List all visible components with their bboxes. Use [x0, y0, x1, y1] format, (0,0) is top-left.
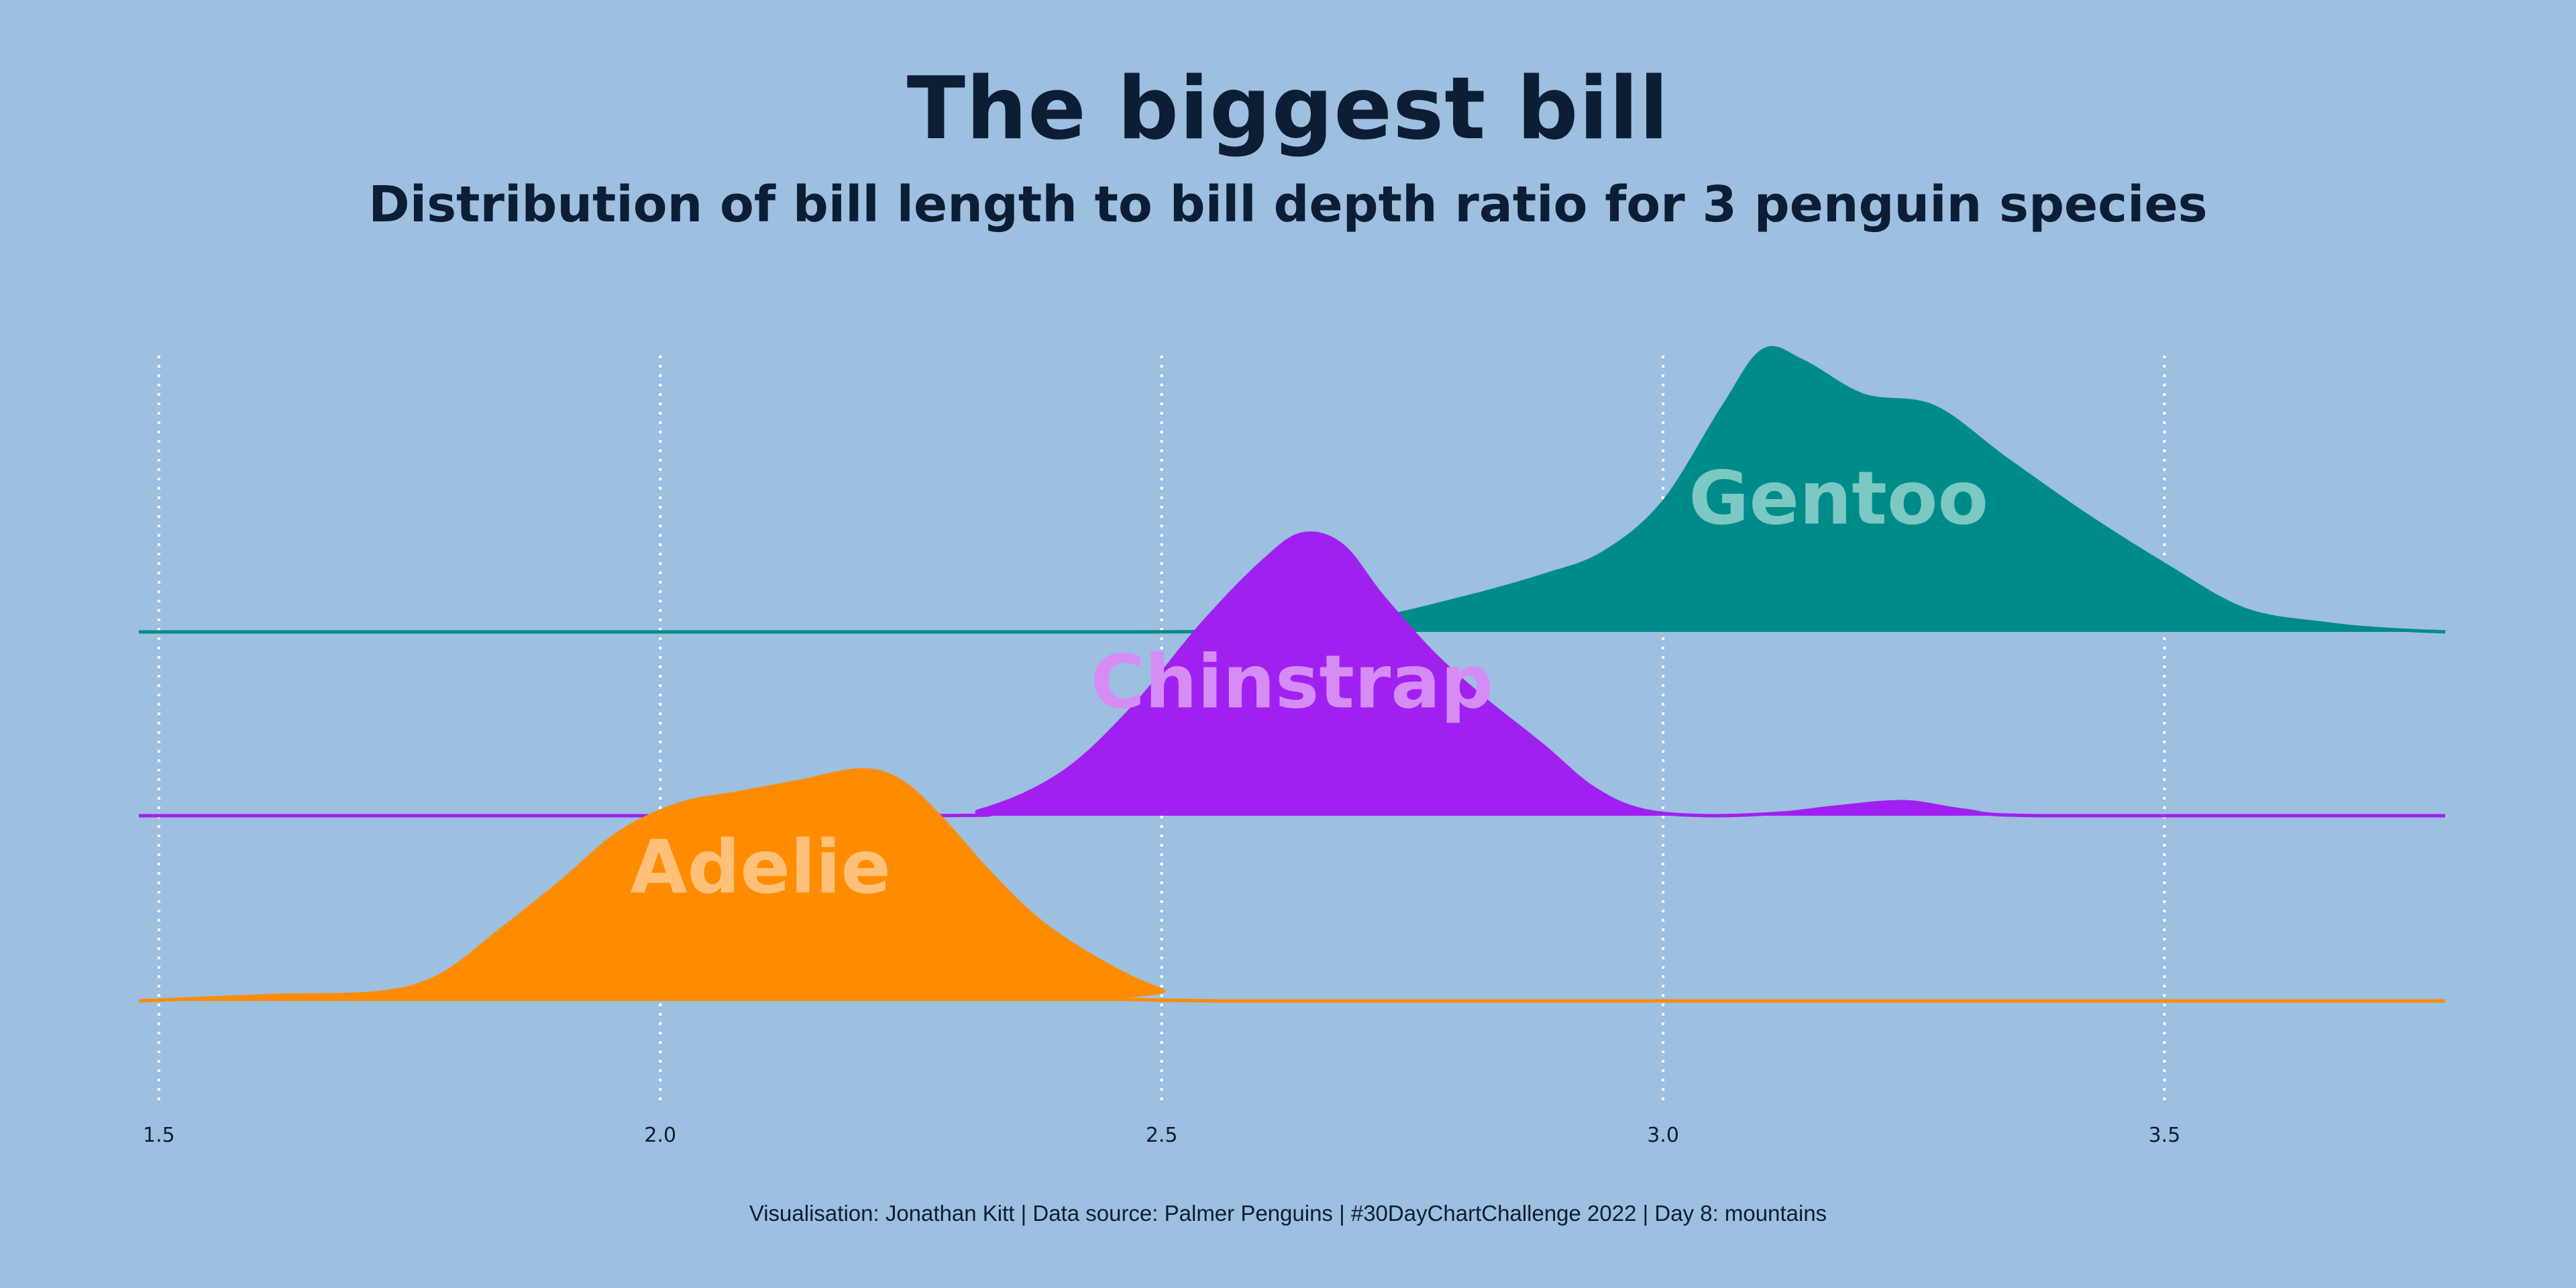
- chart-caption: Visualisation: Jonathan Kitt | Data sour…: [749, 1201, 1827, 1226]
- x-tick-label: 2.0: [644, 1124, 676, 1147]
- x-tick-label: 3.0: [1647, 1124, 1679, 1147]
- ridge-adelie: Adelie: [138, 768, 2445, 1003]
- series-label-gentoo: Gentoo: [1688, 455, 1988, 541]
- ridges: Gentoo Chinstrap Adelie: [138, 345, 2446, 1003]
- density-line-chinstrap: [138, 531, 2445, 818]
- density-line-adelie: [138, 768, 2445, 1003]
- chart-title: The biggest bill: [906, 59, 1670, 159]
- chart-subtitle: Distribution of bill length to bill dept…: [368, 176, 2208, 233]
- x-tick-label: 2.5: [1146, 1124, 1178, 1147]
- ridge-chinstrap: Chinstrap: [138, 531, 2445, 818]
- density-area-chinstrap: [139, 533, 2445, 816]
- series-label-chinstrap: Chinstrap: [1091, 639, 1493, 724]
- x-tick-label: 3.5: [2149, 1124, 2181, 1147]
- density-area-gentoo: [139, 347, 2445, 632]
- x-tick-label: 1.5: [143, 1124, 175, 1147]
- series-label-adelie: Adelie: [631, 824, 892, 910]
- x-axis: 1.5 2.0 2.5 3.0 3.5: [143, 1124, 2180, 1147]
- density-area-adelie: [139, 769, 2445, 1001]
